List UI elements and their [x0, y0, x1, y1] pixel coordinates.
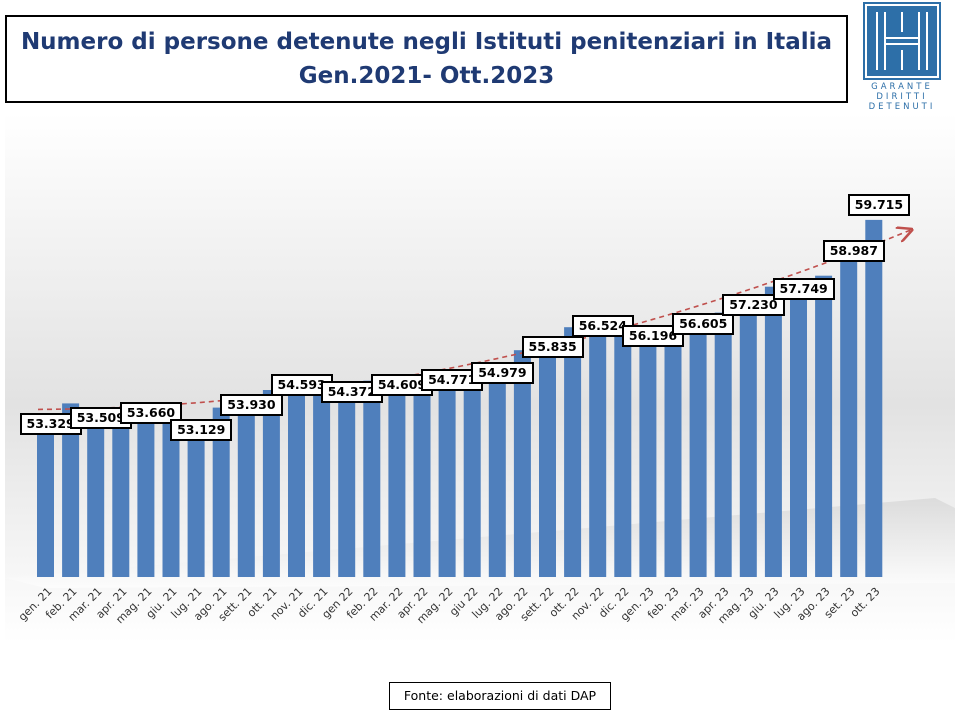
data-label: 57.749: [772, 277, 835, 300]
bar-ott-22: [564, 327, 582, 577]
logo-text-line-3: DETENUTI: [868, 102, 936, 112]
bar-sett-21: [237, 396, 255, 577]
chart-area: 53.329 53.509 53.660 53.129 53.930 54.593 54.3…: [5, 113, 955, 643]
data-label: 56.524: [571, 315, 634, 338]
bar-mar-21: [87, 409, 105, 577]
bar-feb-21: [62, 403, 80, 577]
garante-logo: GARANTE DIRITTI DETENUTI: [862, 2, 942, 112]
bar-apr-21: [112, 407, 130, 577]
bar-nov-22: [589, 317, 607, 577]
bar-mag-23: [739, 295, 757, 577]
bar-dic-22: [614, 326, 632, 577]
bar-ott-23: [865, 219, 883, 577]
data-label: 56.605: [672, 312, 735, 335]
data-label: 57.230: [722, 293, 785, 316]
bar-ott-21: [262, 390, 280, 577]
data-label: 54.593: [270, 374, 333, 397]
logo-emblem-icon: [865, 4, 939, 78]
bar-ago-22: [513, 350, 531, 577]
bar-sett-22: [539, 338, 556, 577]
chart-title-line-1: Numero di persone detenute negli Istitut…: [20, 29, 833, 55]
bar-chart: [5, 113, 955, 643]
data-label: 54.979: [471, 362, 534, 385]
data-label: 53.329: [19, 412, 82, 435]
chart-title-box: Numero di persone detenute negli Istitut…: [5, 15, 848, 103]
source-note: Fonte: elaborazioni di dati DAP: [389, 682, 611, 710]
data-label: 59.715: [847, 193, 911, 216]
bar-set-23: [840, 242, 858, 577]
bar-gen-21: [37, 414, 54, 577]
data-label: 56.196: [621, 325, 685, 348]
bar-lug-22: [488, 364, 506, 577]
bar-ago-23: [815, 275, 833, 577]
logo-mark: [863, 2, 941, 80]
data-label: 53.660: [119, 402, 183, 425]
bar-giu-23: [764, 286, 782, 577]
logo-text-line-1: GARANTE: [871, 82, 933, 92]
bar-feb-23: [664, 329, 682, 577]
bar-dic-21: [313, 384, 331, 577]
chart-title-line-2: Gen.2021- Ott.2023: [298, 63, 555, 89]
data-label: 55.835: [521, 336, 584, 359]
logo-text-line-2: DIRITTI: [876, 92, 928, 102]
bar-lug-21: [187, 420, 205, 577]
bar-gen-22: [338, 382, 356, 577]
data-label: 54.609: [370, 373, 434, 396]
bar-nov-21: [288, 376, 305, 577]
bar-mar-22: [388, 375, 406, 577]
bar-feb-22: [363, 380, 381, 577]
trend-line: [37, 230, 910, 411]
bar-ago-21: [212, 407, 230, 577]
bar-gen-23: [639, 327, 657, 577]
data-label: 58.987: [822, 240, 885, 263]
bar-giu-21: [162, 405, 180, 577]
bar-apr-22: [413, 376, 431, 577]
bar-mag-22: [438, 370, 456, 577]
bar-giu-22: [463, 370, 481, 577]
data-label: 54.771: [421, 368, 484, 391]
bar-mag-21: [137, 404, 155, 577]
data-label: 53.129: [170, 418, 233, 441]
bar-apr-23: [714, 312, 732, 577]
data-label: 53.930: [220, 394, 283, 417]
bar-lug-23: [790, 279, 807, 577]
bar-mar-23: [689, 314, 707, 577]
